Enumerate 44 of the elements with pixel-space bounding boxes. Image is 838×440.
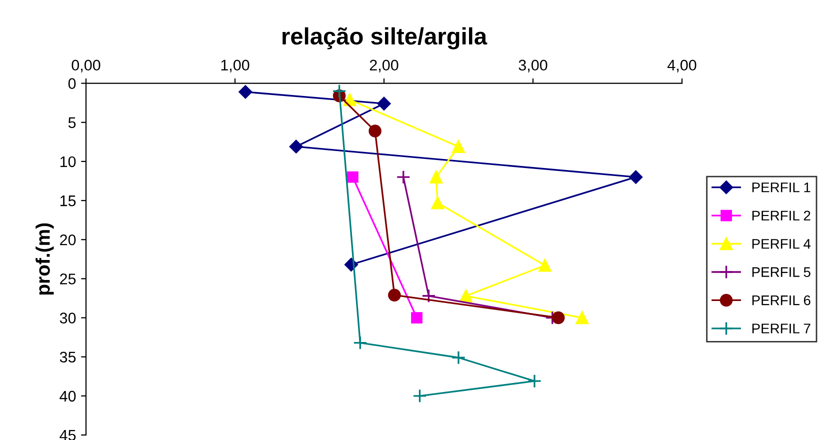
y-tick-label: 5 (68, 117, 76, 128)
point (353, 336, 368, 350)
point (451, 350, 466, 365)
chart-title: relação silte/argila (282, 27, 488, 50)
point (460, 289, 472, 302)
point (629, 170, 643, 184)
point (412, 388, 427, 404)
x-tick-label: 2,00 (370, 60, 398, 72)
legend-label: PERFIL 5 (752, 267, 810, 277)
legend-label: PERFIL 2 (752, 210, 810, 220)
point (452, 140, 465, 153)
point (411, 312, 422, 324)
point (422, 288, 436, 303)
point (431, 196, 444, 210)
point (368, 124, 382, 138)
x-tick-label: 1,00 (221, 60, 250, 72)
y-tick-label: 30 (60, 312, 76, 324)
point (377, 96, 391, 110)
y-tick-label: 15 (60, 196, 76, 206)
y-tick-label: 10 (60, 156, 76, 168)
point (347, 171, 358, 183)
y-axis-title: prof.(m) (36, 223, 54, 295)
point (332, 84, 346, 98)
x-tick-label: 3,00 (518, 60, 548, 72)
point (576, 311, 589, 324)
point (552, 311, 565, 324)
x-tick-label: 0,00 (72, 60, 100, 72)
y-tick-label: 35 (60, 352, 76, 363)
point (527, 374, 542, 388)
y-tick-label: 0 (68, 78, 76, 89)
point (430, 170, 443, 184)
point (388, 288, 401, 302)
legend-label: PERFIL 6 (752, 295, 810, 306)
legend-label: PERFIL 7 (752, 324, 810, 334)
legend-label: PERFIL 4 (752, 239, 811, 249)
point (538, 259, 552, 272)
point (238, 85, 252, 99)
y-tick-label: 25 (60, 274, 76, 284)
point (289, 140, 303, 154)
point (396, 170, 410, 184)
legend-label: PERFIL 1 (752, 182, 810, 192)
x-tick-label: 4,00 (667, 60, 696, 72)
y-tick-label: 20 (60, 234, 76, 246)
y-tick-label: 40 (60, 390, 76, 402)
